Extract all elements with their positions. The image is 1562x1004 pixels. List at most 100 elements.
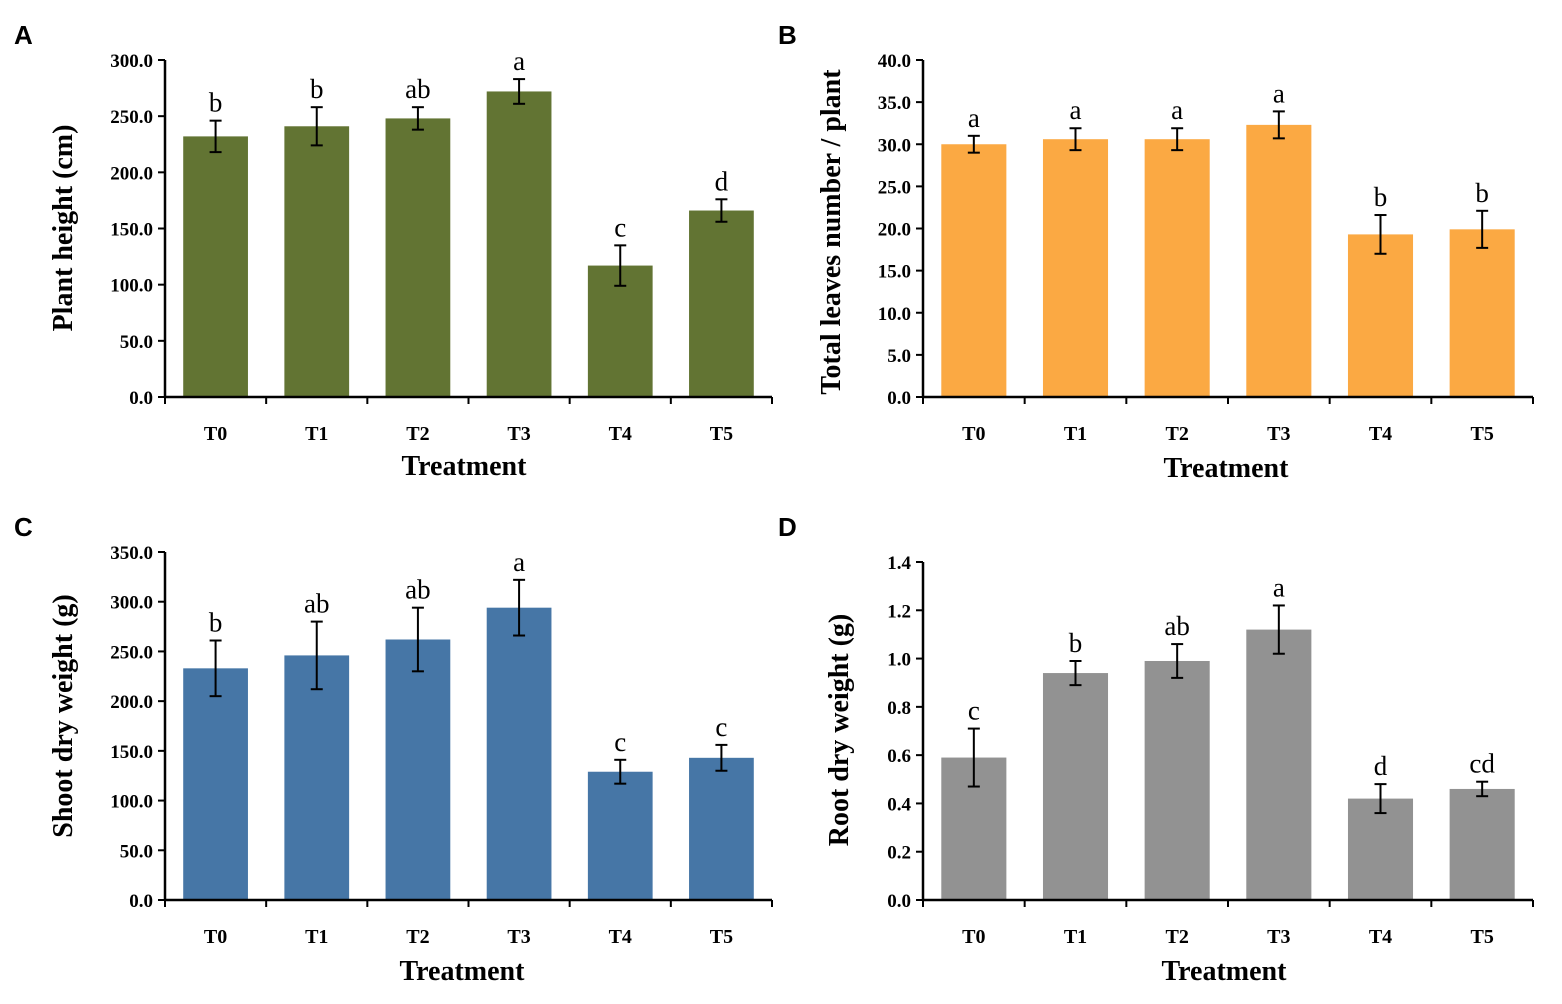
y-axis-title: Plant height (cm) [48, 125, 79, 332]
bar-t4 [1347, 798, 1414, 900]
y-tick-label: 35.0 [878, 93, 911, 114]
significance-letter: b [1374, 182, 1388, 212]
y-tick-label: 0.6 [887, 746, 911, 767]
y-tick-label: 1.2 [887, 601, 911, 622]
category-label: T1 [305, 926, 328, 948]
panel-letter-c: C [14, 512, 33, 542]
y-tick-label: 350.0 [110, 543, 153, 564]
y-tick-label: 30.0 [878, 135, 911, 156]
y-axis-title: Root dry weight (g) [824, 614, 855, 847]
y-tick-label: 15.0 [878, 262, 911, 283]
significance-letters: b b ab a c d [209, 46, 729, 242]
error-bars [209, 578, 728, 785]
bar-t0 [941, 144, 1007, 397]
y-tick-label: 0.0 [887, 388, 911, 409]
category-labels: T0 T1 T2 T3 T4 T5 [962, 926, 1494, 948]
significance-letters: c b ab a d cd [968, 572, 1496, 781]
category-labels: T0 T1 T2 T3 T4 T5 [204, 423, 733, 445]
significance-letter: b [209, 607, 223, 637]
bars [941, 629, 1515, 900]
category-labels: T0 T1 T2 T3 T4 T5 [962, 423, 1494, 445]
y-tick-label: 0.0 [129, 388, 153, 409]
y-axis-title: Total leaves number / plant [816, 69, 847, 395]
category-label: T0 [962, 926, 985, 948]
category-label: T5 [1470, 423, 1493, 445]
y-tick-label: 0.4 [887, 794, 911, 815]
y-tick-label: 100.0 [110, 792, 153, 813]
category-label: T4 [609, 423, 632, 445]
bar-t5 [689, 757, 754, 900]
bar-t5 [1449, 229, 1515, 397]
significance-letter: b [1475, 178, 1489, 208]
category-label: T3 [1267, 423, 1290, 445]
panel-letter-b: B [778, 20, 797, 50]
significance-letter: a [1273, 78, 1285, 108]
bar-t0 [183, 668, 248, 900]
significance-letter: c [715, 712, 727, 742]
bar-t4 [587, 265, 653, 397]
category-label: T3 [507, 926, 530, 948]
bar-t2 [1144, 660, 1210, 900]
category-label: T0 [204, 423, 227, 445]
bar-t1 [1042, 139, 1109, 397]
x-axis-title: Treatment [1162, 956, 1288, 987]
category-label: T2 [1165, 926, 1188, 948]
x-axis-title: Treatment [402, 451, 528, 482]
significance-letter: c [614, 212, 626, 242]
y-tick-label: 20.0 [878, 220, 911, 241]
y-ticks: 0.0 5.0 10.0 15.0 20.0 25.0 30.0 35.0 40.0 [878, 51, 1534, 409]
significance-letter: d [1374, 751, 1388, 781]
y-axis-title: Shoot dry weight (g) [48, 594, 79, 837]
significance-letter: b [209, 88, 223, 118]
bar-t5 [1449, 788, 1515, 900]
category-label: T4 [1369, 926, 1392, 948]
y-tick-label: 200.0 [110, 163, 153, 184]
significance-letter: ab [304, 589, 329, 619]
significance-letter: a [968, 103, 980, 133]
significance-letter: a [1070, 95, 1082, 125]
y-tick-label: 40.0 [878, 51, 911, 72]
bar-t5 [689, 210, 754, 397]
y-ticks: 0.0 0.2 0.4 0.6 0.8 1.0 1.2 1.4 [887, 553, 1534, 912]
category-label: T4 [1369, 423, 1392, 445]
bar-t2 [1144, 139, 1210, 397]
bar-t3 [1246, 124, 1312, 397]
significance-letters: a a a a b b [968, 78, 1489, 212]
y-tick-label: 1.0 [887, 650, 911, 671]
bars [183, 91, 754, 398]
y-tick-label: 0.0 [887, 891, 911, 912]
significance-letter: a [513, 46, 525, 76]
y-tick-label: 100.0 [110, 276, 153, 297]
category-label: T2 [1165, 423, 1188, 445]
bar-t0 [183, 136, 248, 398]
bar-t1 [284, 126, 350, 397]
category-label: T3 [507, 423, 530, 445]
significance-letter: a [1171, 95, 1183, 125]
y-tick-label: 10.0 [878, 304, 911, 325]
category-label: T5 [710, 423, 733, 445]
panel-letter-d: D [778, 512, 797, 542]
significance-letter: d [715, 166, 729, 196]
bar-t3 [1246, 629, 1312, 900]
bar-t4 [587, 771, 653, 900]
y-tick-label: 200.0 [110, 692, 153, 713]
x-axis-title: Treatment [1164, 453, 1290, 484]
y-tick-label: 5.0 [887, 346, 911, 367]
y-tick-label: 50.0 [120, 332, 153, 353]
y-tick-label: 0.8 [887, 698, 911, 719]
category-label: T0 [204, 926, 227, 948]
bar-t2 [385, 118, 451, 397]
y-tick-label: 1.4 [887, 553, 911, 574]
panel-c: C 0.050.0100.0150.0200.0250.0300.0350.0 … [14, 512, 773, 987]
category-label: T4 [609, 926, 632, 948]
significance-letter: ab [405, 74, 430, 104]
significance-letter: a [513, 547, 525, 577]
y-tick-label: 250.0 [110, 107, 153, 128]
error-bars [967, 604, 1489, 815]
significance-letter: c [968, 696, 980, 726]
category-label: T5 [710, 926, 733, 948]
x-axis-title: Treatment [400, 956, 526, 987]
y-tick-label: 50.0 [120, 841, 153, 862]
bar-t3 [486, 607, 552, 900]
